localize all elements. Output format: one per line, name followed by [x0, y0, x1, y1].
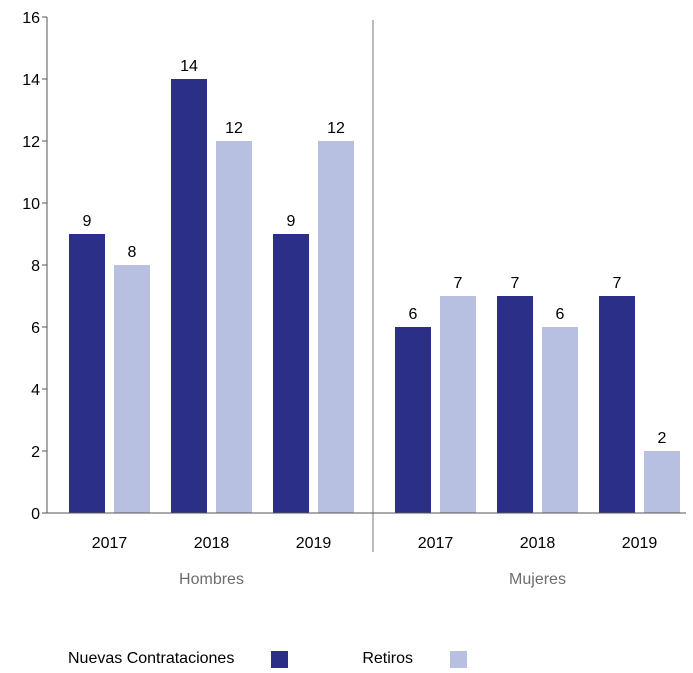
data-label-nuevas-mujeres-2018: 7	[511, 275, 520, 292]
data-label-retiros-mujeres-2017: 7	[454, 275, 463, 292]
bars	[69, 79, 680, 513]
data-label-retiros-mujeres-2018: 6	[556, 306, 565, 323]
data-label-retiros-mujeres-2019: 2	[658, 430, 667, 447]
x-tick-label: 2017	[92, 535, 128, 552]
bar-retiros-mujeres-2019	[644, 451, 680, 513]
bar-nuevas-mujeres-2019	[599, 296, 635, 513]
bar-retiros-hombres-2018	[216, 141, 252, 513]
legend: Nuevas Contrataciones Retiros	[68, 648, 467, 670]
y-axis: 0 2 4 6 8 10 12 14 16	[22, 10, 48, 523]
y-tick-label: 6	[31, 320, 40, 337]
bar-nuevas-hombres-2017	[69, 234, 105, 513]
y-tick-label: 14	[22, 72, 40, 89]
y-tick-label: 16	[22, 10, 40, 27]
data-label-nuevas-mujeres-2017: 6	[409, 306, 418, 323]
y-tick-label: 0	[31, 506, 40, 523]
bar-nuevas-hombres-2019	[273, 234, 309, 513]
data-label-nuevas-hombres-2017: 9	[83, 213, 92, 230]
bar-retiros-hombres-2019	[318, 141, 354, 513]
x-tick-label: 2017	[418, 535, 454, 552]
x-tick-label: 2019	[296, 535, 332, 552]
data-label-retiros-hombres-2019: 12	[327, 120, 345, 137]
bar-nuevas-mujeres-2017	[395, 327, 431, 513]
legend-label-retiros: Retiros	[362, 650, 413, 667]
x-tick-label: 2019	[622, 535, 658, 552]
bar-retiros-mujeres-2018	[542, 327, 578, 513]
data-labels: 9 8 14 12 9 12 6 7 7 6 7 2	[83, 58, 667, 447]
bar-retiros-hombres-2017	[114, 265, 150, 513]
y-tick-label: 10	[22, 196, 40, 213]
data-label-nuevas-hombres-2019: 9	[287, 213, 296, 230]
legend-item-retiros: Retiros	[362, 650, 467, 668]
data-label-retiros-hombres-2017: 8	[128, 244, 137, 261]
data-label-nuevas-mujeres-2019: 7	[613, 275, 622, 292]
legend-label-nuevas: Nuevas Contrataciones	[68, 650, 235, 667]
bar-retiros-mujeres-2017	[440, 296, 476, 513]
data-label-nuevas-hombres-2018: 14	[180, 58, 198, 75]
group-label-hombres: Hombres	[179, 571, 244, 588]
group-label-mujeres: Mujeres	[509, 571, 566, 588]
legend-swatch-nuevas	[271, 650, 289, 668]
y-tick-label: 12	[22, 134, 40, 151]
bar-nuevas-hombres-2018	[171, 79, 207, 513]
y-tick-label: 2	[31, 444, 40, 461]
x-tick-label: 2018	[520, 535, 556, 552]
data-label-retiros-hombres-2018: 12	[225, 120, 243, 137]
y-tick-label: 8	[31, 258, 40, 275]
legend-item-nuevas: Nuevas Contrataciones	[68, 650, 289, 668]
legend-swatch-retiros	[450, 650, 467, 668]
x-axis: 2017 2018 2019 Hombres 2017 2018 2019 Mujeres	[47, 512, 686, 588]
x-tick-label: 2018	[194, 535, 230, 552]
y-tick-label: 4	[31, 382, 40, 399]
bar-nuevas-mujeres-2018	[497, 296, 533, 513]
